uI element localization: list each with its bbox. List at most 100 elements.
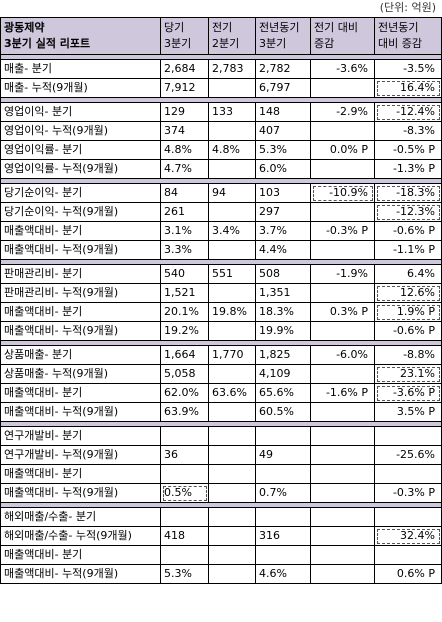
row-label: 매출액대비- 분기 [0, 302, 161, 322]
value-cell: -12.3% [374, 202, 442, 222]
value-cell [310, 445, 375, 465]
row-label: 매출- 분기 [0, 59, 161, 79]
table-row: 매출액대비- 누적(9개월) 63.9% 60.5% 3.5% P [0, 402, 442, 422]
value-cell: -12.4% [374, 102, 442, 122]
value-cell: 16.4% [374, 78, 442, 98]
value-cell [255, 464, 311, 484]
value-cell: 2,684 [160, 59, 209, 79]
value-cell [208, 507, 256, 527]
row-label: 해외매출/수출- 누적(9개월) [0, 526, 161, 546]
table-row: 매출액대비- 누적(9개월) 3.3% 4.4% -1.1% P [0, 240, 442, 260]
value-cell: 5.3% [255, 140, 311, 160]
row-label: 당기순이익- 분기 [0, 183, 161, 203]
column-header-previous: 전기 2분기 [208, 17, 256, 55]
table-header: 광동제약 3분기 실적 리포트 당기 3분기 전기 2분기 전년동기 3분기 전… [0, 17, 442, 55]
value-cell [208, 402, 256, 422]
value-cell [208, 364, 256, 384]
value-cell: 0.6% P [374, 564, 442, 584]
column-header-line2: 3분기 [259, 37, 287, 50]
value-cell: -1.9% [310, 264, 375, 284]
value-cell [208, 564, 256, 584]
value-cell: -3.5% [374, 59, 442, 79]
column-header-line1: 전년동기 [259, 21, 300, 34]
value-cell: 1,825 [255, 345, 311, 365]
table-body: 매출- 분기 2,684 2,783 2,782 -3.6% -3.5% 매출- 누적(9개… [0, 54, 442, 584]
value-cell: 5,058 [160, 364, 209, 384]
value-cell: 60.5% [255, 402, 311, 422]
value-cell: 1,664 [160, 345, 209, 365]
row-label: 매출액대비- 누적(9개월) [0, 564, 161, 584]
table-row: 매출- 누적(9개월) 7,912 6,797 16.4% [0, 78, 442, 98]
value-cell: 551 [208, 264, 256, 284]
value-cell: 4.7% [160, 159, 209, 179]
value-cell: 3.5% P [374, 402, 442, 422]
column-header-line1: 전기 대비 [314, 21, 358, 34]
unit-label: (단위: 억원) [379, 1, 436, 14]
row-label: 매출액대비- 분기 [0, 545, 161, 565]
row-label: 매출액대비- 누적(9개월) [0, 321, 161, 341]
row-label: 연구개발비- 누적(9개월) [0, 445, 161, 465]
row-label: 매출- 누적(9개월) [0, 78, 161, 98]
value-cell: 20.1% [160, 302, 209, 322]
value-cell [310, 426, 375, 446]
row-label: 판매관리비- 분기 [0, 264, 161, 284]
column-header-qoq-change: 전기 대비 증감 [310, 17, 375, 55]
row-label: 매출액대비- 분기 [0, 221, 161, 241]
value-cell: -18.3% [374, 183, 442, 203]
value-cell [208, 283, 256, 303]
value-cell: 129 [160, 102, 209, 122]
table-row: 당기순이익- 분기 84 94 103 -10.9% -18.3% [0, 183, 442, 203]
value-cell [374, 507, 442, 527]
table-row: 연구개발비- 누적(9개월) 36 49 -25.6% [0, 445, 442, 465]
earnings-table: 광동제약 3분기 실적 리포트 당기 3분기 전기 2분기 전년동기 3분기 전… [0, 17, 442, 584]
value-cell: -0.6% P [374, 321, 442, 341]
row-label: 영업이익- 누적(9개월) [0, 121, 161, 141]
table-row: 상품매출- 누적(9개월) 5,058 4,109 23.1% [0, 364, 442, 384]
value-cell [208, 483, 256, 503]
row-label: 연구개발비- 분기 [0, 426, 161, 446]
value-cell [310, 507, 375, 527]
value-cell [208, 545, 256, 565]
value-cell [310, 202, 375, 222]
value-cell: 316 [255, 526, 311, 546]
row-label: 판매관리비- 누적(9개월) [0, 283, 161, 303]
value-cell: 3.3% [160, 240, 209, 260]
row-label: 당기순이익- 누적(9개월) [0, 202, 161, 222]
value-cell [208, 240, 256, 260]
value-cell: 2,782 [255, 59, 311, 79]
column-header-prior-year: 전년동기 3분기 [255, 17, 311, 55]
value-cell [374, 464, 442, 484]
value-cell: -1.6% P [310, 383, 375, 403]
value-cell: 7,912 [160, 78, 209, 98]
value-cell: 2,783 [208, 59, 256, 79]
value-cell: -2.9% [310, 102, 375, 122]
column-header-line2: 증감 [314, 37, 335, 50]
row-label: 매출액대비- 누적(9개월) [0, 402, 161, 422]
column-header-line2: 2분기 [212, 37, 240, 50]
report-title: 광동제약 3분기 실적 리포트 [0, 17, 161, 55]
table-row: 매출- 분기 2,684 2,783 2,782 -3.6% -3.5% [0, 59, 442, 79]
value-cell: 65.6% [255, 383, 311, 403]
value-cell: 3.1% [160, 221, 209, 241]
column-header-line2: 대비 증감 [378, 37, 422, 50]
value-cell [208, 159, 256, 179]
value-cell: 3.7% [255, 221, 311, 241]
table-row: 영업이익- 누적(9개월) 374 407 -8.3% [0, 121, 442, 141]
value-cell [208, 426, 256, 446]
value-cell [208, 121, 256, 141]
value-cell: 418 [160, 526, 209, 546]
value-cell: 297 [255, 202, 311, 222]
value-cell: -3.6% [310, 59, 375, 79]
value-cell: -0.6% P [374, 221, 442, 241]
value-cell [160, 464, 209, 484]
row-label: 영업이익- 분기 [0, 102, 161, 122]
table-row: 영업이익률- 누적(9개월) 4.7% 6.0% -1.3% P [0, 159, 442, 179]
value-cell [374, 426, 442, 446]
value-cell [208, 464, 256, 484]
value-cell: -6.0% [310, 345, 375, 365]
value-cell: 6,797 [255, 78, 311, 98]
value-cell: 103 [255, 183, 311, 203]
table-row: 매출액대비- 분기 20.1% 19.8% 18.3% 0.3% P 1.9% P [0, 302, 442, 322]
value-cell: 19.9% [255, 321, 311, 341]
value-cell: 407 [255, 121, 311, 141]
